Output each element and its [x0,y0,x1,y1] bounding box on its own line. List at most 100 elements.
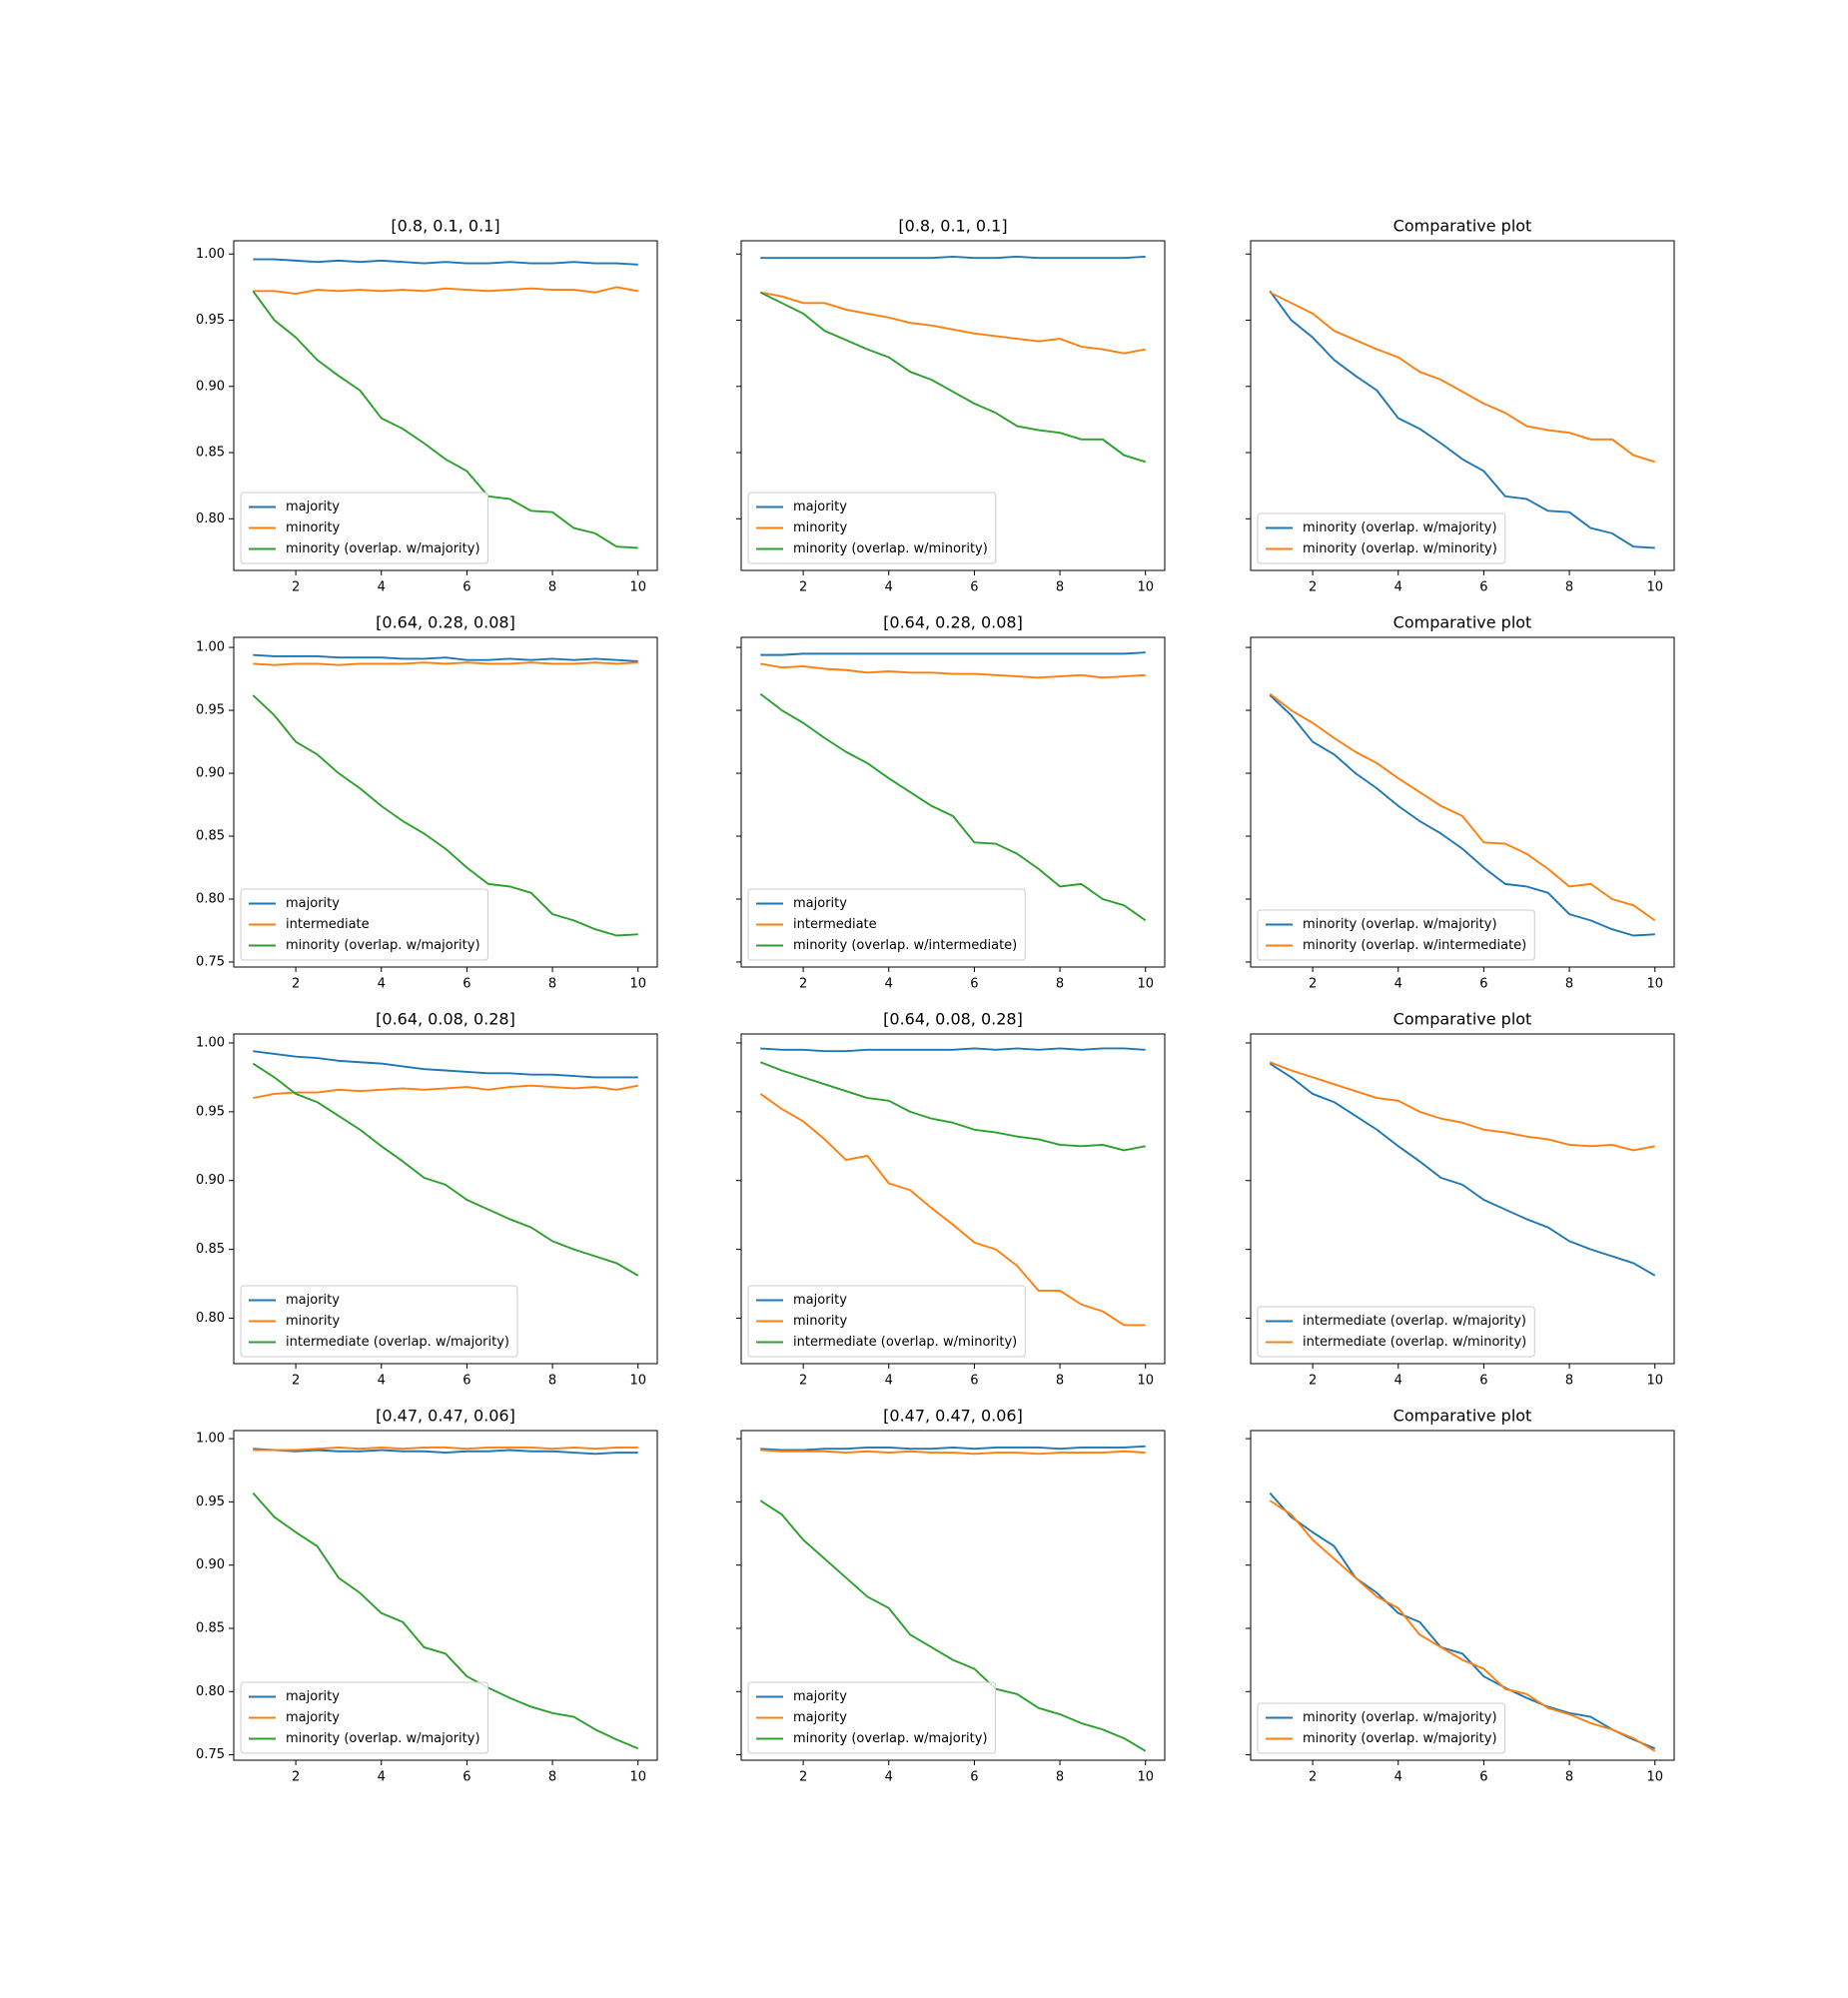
legend-label: majority [286,500,340,514]
x-tick-label: 4 [885,580,893,595]
y-tick-label: 1.00 [196,1035,225,1050]
legend-label: majority [793,1293,847,1308]
legend: minority (overlap. w/majority) minority (… [1257,1702,1506,1754]
y-tick-label: 0.85 [196,829,225,844]
legend-label: minority (overlap. w/minority) [1303,541,1497,556]
x-tick-label: 10 [629,1374,646,1389]
series-line [1269,290,1655,549]
legend: majority minority intermediate (overlap. w… [747,1285,1026,1358]
x-tick-label: 10 [1137,1374,1154,1389]
legend-box [747,492,997,564]
axes-frame [1250,1033,1675,1365]
legend-label: minority (overlap. w/majority) [1303,917,1497,932]
y-tick-label: 0.75 [196,954,225,969]
y-tick-label: 0.90 [196,1173,225,1188]
x-tick-label: 4 [885,977,893,992]
axes-frame [740,636,1166,968]
y-tick-label: 0.75 [196,1747,225,1762]
x-tick-label: 4 [378,1374,386,1389]
subplot: [0.64, 0.08, 0.28] 2 4 6 8 10 majority minority… [736,1010,1166,1389]
y-tick-label: 0.80 [196,1311,225,1326]
legend: intermediate (overlap. w/majority) interm… [1257,1306,1535,1358]
legend-label: minority (overlap. w/intermediate) [1303,938,1526,953]
x-tick-label: 2 [292,1770,300,1785]
y-tick-label: 0.90 [196,379,225,394]
y-tick-label: 0.85 [196,1242,225,1257]
y-tick-label: 1.00 [196,247,225,262]
series-line [760,662,1146,679]
x-tick-label: 10 [629,977,646,992]
subplot-title: Comparative plot [1393,217,1532,236]
series-line [1269,1061,1655,1152]
axes-frame [740,1430,1166,1761]
x-tick-label: 2 [799,1374,807,1389]
axes-frame [1250,636,1675,968]
y-tick-label: 0.80 [196,511,225,526]
x-tick-label: 2 [1309,1770,1317,1785]
y-tick-label: 0.80 [196,891,225,906]
axes-frame [233,1033,658,1365]
legend: minority (overlap. w/majority) minority (… [1257,512,1506,564]
y-tick-label: 0.95 [196,1495,225,1509]
subplot-title: [0.8, 0.1, 0.1] [391,217,499,236]
series-line [759,692,1147,922]
legend-box [240,492,489,564]
x-tick-label: 8 [548,580,556,595]
series-line [1269,291,1656,464]
legend-box [1257,1306,1535,1358]
series-line [252,694,638,937]
x-tick-label: 10 [1646,1770,1663,1785]
axes-frame [233,240,658,571]
y-tick-label: 0.95 [196,1104,225,1119]
series-line [759,291,1147,464]
series-line [252,1492,639,1750]
x-tick-label: 8 [1565,1374,1573,1389]
legend-label: intermediate (overlap. w/minority) [1303,1335,1526,1350]
legend-label: minority (overlap. w/majority) [286,938,480,953]
series-line [253,661,638,666]
series-line [1269,1062,1656,1277]
legend: majority minority minority (overlap. w/maj… [240,492,489,564]
legend-label: majority [286,1710,340,1725]
legend-label: minority [286,1314,341,1329]
legend-label: minority (overlap. w/majority) [286,1731,480,1746]
x-tick-label: 6 [1479,1374,1487,1389]
subplot-title: [0.47, 0.47, 0.06] [883,1407,1023,1426]
legend-label: intermediate (overlap. w/minority) [793,1335,1017,1350]
x-tick-label: 4 [1394,1374,1402,1389]
legend-box [1257,512,1506,564]
series-line [1269,692,1656,922]
x-tick-label: 4 [1394,580,1402,595]
legend-label: majority [793,1689,847,1704]
legend-box [747,1681,997,1754]
x-tick-label: 2 [292,580,300,595]
x-tick-label: 10 [1137,580,1154,595]
x-tick-label: 2 [799,977,807,992]
x-tick-label: 8 [1056,1770,1064,1785]
axes-frame [233,1430,658,1761]
x-tick-label: 8 [548,1770,556,1785]
legend: majority majority minority (overlap. w/maj… [747,1681,997,1754]
legend-label: minority (overlap. w/majority) [1303,1710,1497,1725]
axes-frame [1250,1430,1675,1761]
legend-label: intermediate (overlap. w/majority) [1303,1314,1526,1329]
x-tick-label: 8 [1056,977,1064,992]
series-line [760,1445,1146,1452]
subplot: Comparative plot 2 4 6 8 10 intermediate (over… [1246,1010,1675,1389]
x-tick-label: 2 [292,1374,300,1389]
x-tick-label: 6 [1479,1770,1487,1785]
series-line [760,1449,1146,1456]
x-tick-label: 8 [1056,580,1064,595]
axes-frame [740,1033,1166,1365]
series-line [760,291,1146,355]
series-line [760,651,1146,656]
subplot: Comparative plot 2 4 6 8 10 minority (overlap.… [1246,613,1675,992]
x-tick-label: 10 [629,1770,646,1785]
series-line [253,1448,638,1456]
axes-frame [233,636,658,968]
legend-box [240,1681,489,1754]
subplot: [0.47, 0.47, 0.06]2 4 6 8 10majoritymajority… [736,1407,1166,1785]
series-line [1269,694,1655,937]
subplot-title: [0.64, 0.28, 0.08] [883,613,1023,632]
